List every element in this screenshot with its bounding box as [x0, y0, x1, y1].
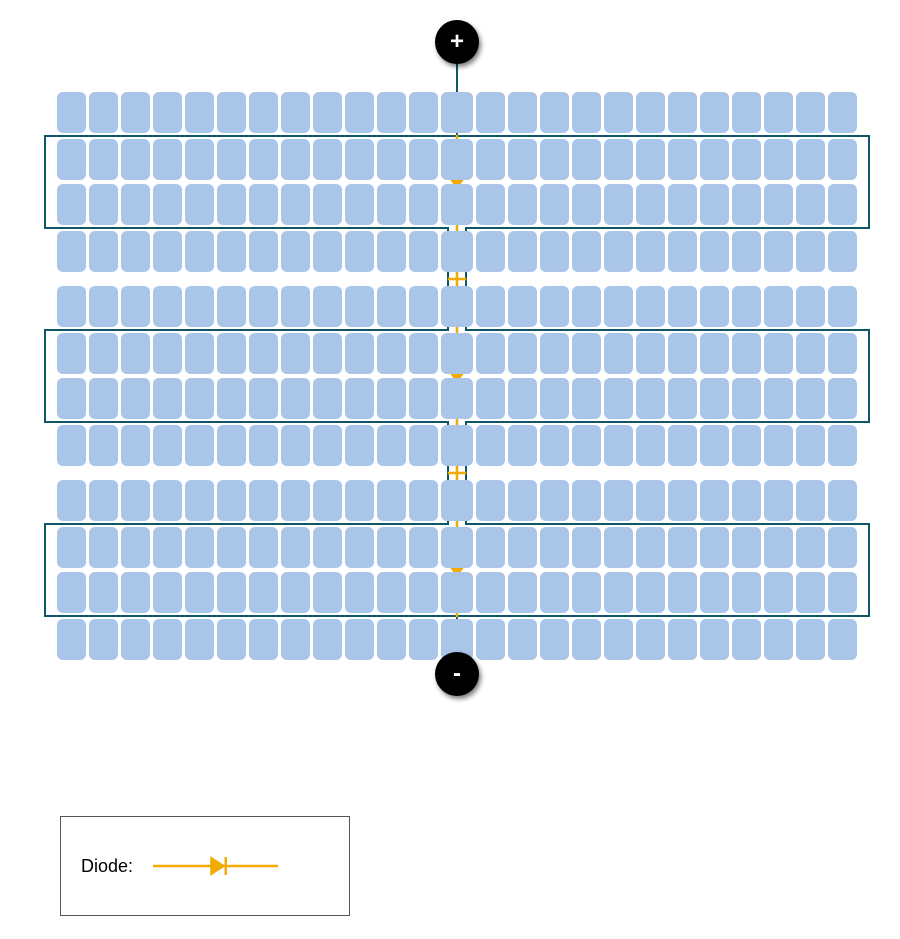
legend-diode-icon [153, 854, 278, 878]
legend-label: Diode: [81, 856, 133, 877]
plus-label: + [450, 28, 464, 56]
legend: Diode: [60, 816, 350, 916]
minus-label: - [453, 660, 461, 688]
diagram-svg [0, 0, 900, 939]
diagram-canvas: + - Diode: [0, 0, 900, 939]
negative-terminal: - [435, 652, 479, 696]
positive-terminal: + [435, 20, 479, 64]
